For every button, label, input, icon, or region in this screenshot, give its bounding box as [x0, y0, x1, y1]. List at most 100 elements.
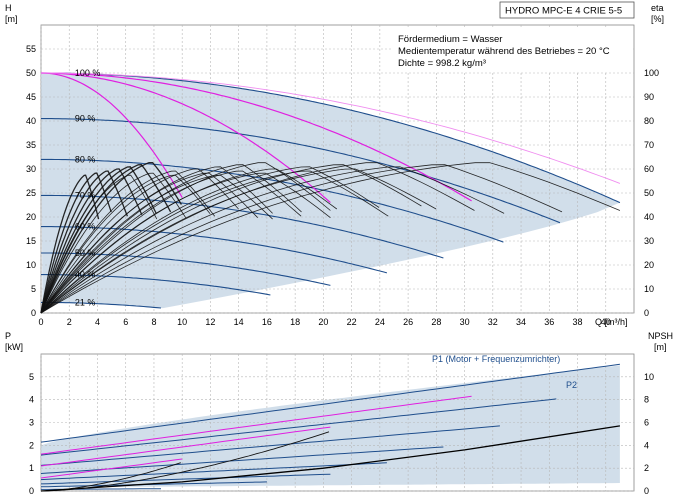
- speed-curve-70: [41, 194, 444, 259]
- chart-title: HYDRO MPC-E 4 CRIE 5-5: [505, 6, 622, 17]
- right-axis-symbol-eta: eta: [651, 3, 664, 13]
- x-tick-label: 8: [151, 317, 156, 327]
- head-efficiency-plot: 0 2 4 6 8 10 12 14 16 18 20 22 24 26 28 30 32 34 36 38 40051…: [26, 24, 659, 327]
- y-left-tick-label: 25: [26, 188, 36, 198]
- efficiency-curve: [40, 170, 389, 314]
- speed-curve-90: [41, 118, 561, 224]
- x-axis-label-q: Q [m³/h]: [595, 317, 628, 327]
- p-tick-label: 3: [29, 418, 34, 428]
- x-tick-label: 20: [318, 317, 328, 327]
- npsh-tick-label: 2: [644, 463, 649, 473]
- efficiency-curve: [40, 172, 187, 314]
- npsh-tick-label: 10: [644, 372, 654, 382]
- power-curve: [40, 398, 557, 456]
- npsh-curve: [40, 425, 620, 492]
- y-right-tick-label: 60: [644, 164, 654, 174]
- y-right-tick-label: 40: [644, 212, 654, 222]
- speed-curve-80: [41, 158, 504, 243]
- p-tick-label: 4: [29, 395, 34, 405]
- power-curve: [40, 462, 387, 481]
- left-axis-symbol-h: H: [5, 3, 12, 13]
- speed-label: 80 %: [75, 154, 96, 164]
- speed-curve-50: [41, 252, 331, 286]
- speed-label: 100 %: [75, 68, 101, 78]
- efficiency-curve: [40, 166, 157, 314]
- right-axis-unit-npsh-m: [m]: [654, 342, 667, 352]
- y-left-tick-label: 40: [26, 116, 36, 126]
- speed-label: 21 %: [75, 297, 96, 307]
- y-right-tick-label: 0: [644, 308, 649, 318]
- x-tick-label: 12: [205, 317, 215, 327]
- x-tick-label: 0: [38, 317, 43, 327]
- power-config-curve: [40, 458, 183, 479]
- x-tick-label: 32: [488, 317, 498, 327]
- power-curve: [40, 481, 267, 488]
- power-range-area: [41, 365, 620, 488]
- x-tick-label: 38: [573, 317, 583, 327]
- efficiency-curve: [40, 162, 331, 314]
- y-right-tick-label: 10: [644, 284, 654, 294]
- pump-config-curve: [41, 72, 472, 202]
- x-tick-label: 40: [601, 317, 611, 327]
- y-right-tick-label: 90: [644, 92, 654, 102]
- speed-label: 90 %: [75, 114, 96, 124]
- efficiency-curve: [40, 168, 437, 314]
- power-curve: [40, 425, 500, 466]
- speed-curve-100: [41, 72, 621, 204]
- efficiency-curve: [40, 164, 172, 314]
- efficiency-curve: [40, 174, 273, 314]
- speed-label: 70 %: [75, 190, 96, 200]
- npsh-tick-label: 4: [644, 440, 649, 450]
- y-left-tick-label: 0: [31, 308, 36, 318]
- efficiency-curve: [40, 172, 331, 314]
- right-axis-symbol-npsh: NPSH: [648, 331, 673, 341]
- speed-label: 60 %: [75, 222, 96, 232]
- efficiency-curve: [40, 170, 129, 314]
- npsh-tick-label: 6: [644, 418, 649, 428]
- p-tick-label: 2: [29, 440, 34, 450]
- x-tick-label: 24: [375, 317, 385, 327]
- left-axis-symbol-p: P: [5, 331, 11, 341]
- series-label-p2: P2: [566, 380, 577, 390]
- y-right-tick-label: 80: [644, 116, 654, 126]
- left-axis-unit-kw: [kW]: [5, 342, 23, 352]
- pump-config-curve: [40, 72, 183, 198]
- x-tick-label: 14: [234, 317, 244, 327]
- y-right-tick-label: 20: [644, 260, 654, 270]
- x-tick-label: 22: [347, 317, 357, 327]
- efficiency-curve: [40, 164, 563, 314]
- p-tick-label: 1: [29, 463, 34, 473]
- x-tick-label: 34: [516, 317, 526, 327]
- info-line-density: Dichte = 998.2 kg/m³: [398, 58, 486, 69]
- power-config-curve: [40, 395, 472, 455]
- efficiency-curve: [40, 166, 505, 314]
- x-tick-label: 2: [67, 317, 72, 327]
- y-right-tick-label: 100: [644, 68, 659, 78]
- power-config-curve: [40, 426, 331, 467]
- efficiency-curve: [40, 170, 302, 314]
- x-tick-label: 36: [544, 317, 554, 327]
- y-left-tick-label: 10: [26, 260, 36, 270]
- info-box: [393, 27, 633, 71]
- info-line-temperature: Medientemperatur während des Betriebes =…: [398, 46, 610, 57]
- efficiency-curve: [40, 170, 216, 314]
- pump-config-curve: [41, 72, 331, 204]
- y-left-tick-label: 45: [26, 92, 36, 102]
- power-curve: [40, 363, 620, 443]
- y-left-tick-label: 20: [26, 212, 36, 222]
- pump-config-envelope: [41, 72, 621, 184]
- p-tick-label: 5: [29, 372, 34, 382]
- p-tick-label: 0: [29, 486, 34, 496]
- x-tick-label: 30: [460, 317, 470, 327]
- speed-curve-21: [41, 301, 162, 309]
- speed-curve-40: [41, 274, 271, 296]
- x-tick-label: 28: [431, 317, 441, 327]
- series-label-p1: P1 (Motor + Frequenzumrichter): [432, 354, 560, 364]
- y-left-tick-label: 5: [31, 284, 36, 294]
- efficiency-curve: [40, 172, 258, 314]
- npsh-tick-label: 0: [644, 486, 649, 496]
- efficiency-curve: [40, 166, 380, 314]
- efficiency-curve: [40, 174, 158, 314]
- efficiency-curve: [40, 161, 182, 314]
- y-right-tick-label: 70: [644, 140, 654, 150]
